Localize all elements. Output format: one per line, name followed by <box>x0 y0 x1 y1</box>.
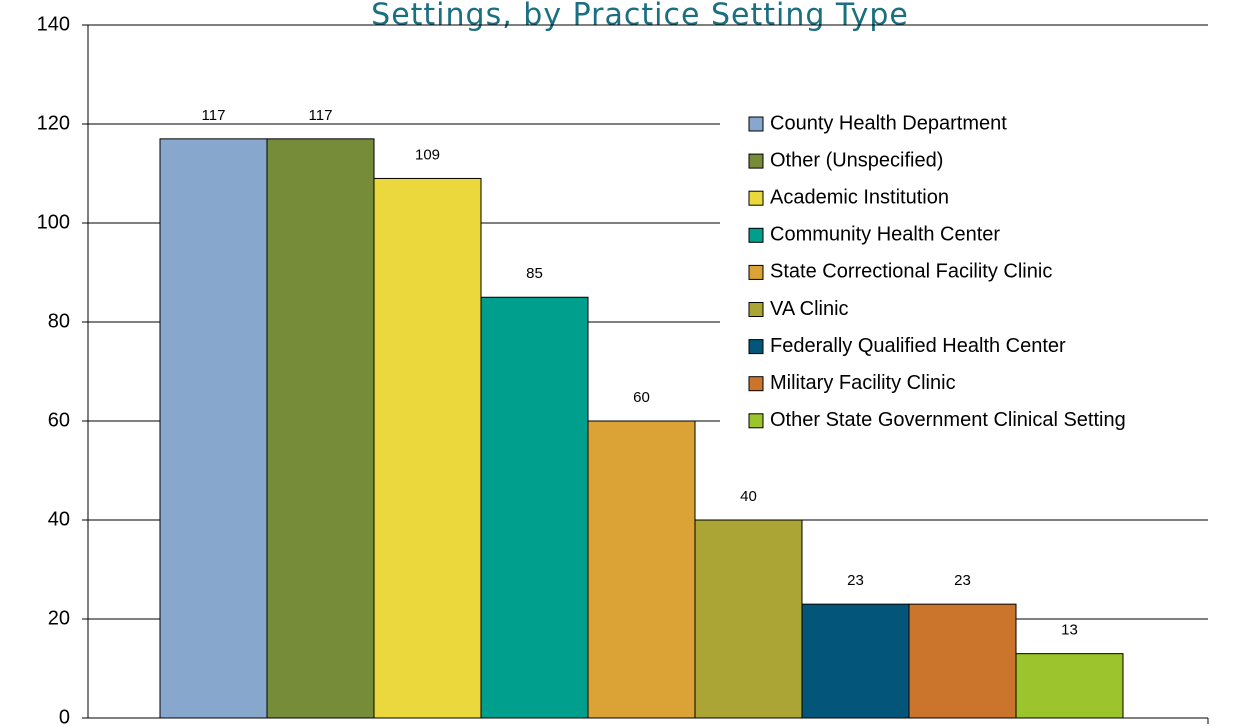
bar <box>694 519 803 719</box>
bar <box>908 603 1017 719</box>
legend-label: State Correctional Facility Clinic <box>770 261 1052 283</box>
bar <box>587 420 696 719</box>
legend-label: Community Health Center <box>770 224 1000 246</box>
legend-swatch <box>748 153 764 169</box>
legend-swatch <box>748 116 764 132</box>
value-label: 117 <box>309 107 333 124</box>
legend-swatch <box>748 190 764 206</box>
bar <box>266 138 375 719</box>
y-tick-label: 60 <box>48 409 70 431</box>
y-tick-label: 80 <box>48 310 70 332</box>
bar <box>1015 653 1124 719</box>
legend-label: County Health Department <box>770 112 1007 134</box>
legend-swatch <box>748 264 764 280</box>
value-label: 23 <box>847 572 864 589</box>
legend-swatch <box>748 227 764 243</box>
y-tick-label: 0 <box>59 706 70 726</box>
y-tick-label: 100 <box>37 211 70 233</box>
bar <box>801 603 910 719</box>
y-tick-label: 120 <box>37 112 70 134</box>
chart-title: Settings, by Practice Setting Type <box>371 0 909 33</box>
legend-swatch <box>748 376 764 392</box>
bar <box>480 296 589 719</box>
legend-swatch <box>748 302 764 317</box>
value-label: 60 <box>633 389 650 406</box>
value-label: 85 <box>526 265 543 282</box>
legend-label: Academic Institution <box>770 186 949 208</box>
y-tick-label: 20 <box>48 607 70 629</box>
legend-swatch <box>748 339 764 355</box>
value-label: 40 <box>740 488 757 505</box>
legend-label: Other (Unspecified) <box>770 149 943 171</box>
value-label: 23 <box>954 572 971 589</box>
legend-swatch <box>748 413 764 429</box>
y-tick-label: 140 <box>37 13 70 35</box>
value-label: 13 <box>1061 622 1078 639</box>
legend-label: Other State Government Clinical Setting <box>770 409 1126 431</box>
legend-box <box>720 108 1255 434</box>
legend-label: Military Facility Clinic <box>770 372 956 394</box>
bar <box>159 138 268 719</box>
y-tick-label: 40 <box>48 508 70 530</box>
value-label: 109 <box>415 146 440 163</box>
bar <box>373 177 482 719</box>
legend-label: VA Clinic <box>770 298 849 320</box>
value-label: 117 <box>202 107 226 124</box>
legend-label: Federally Qualified Health Center <box>770 335 1066 357</box>
